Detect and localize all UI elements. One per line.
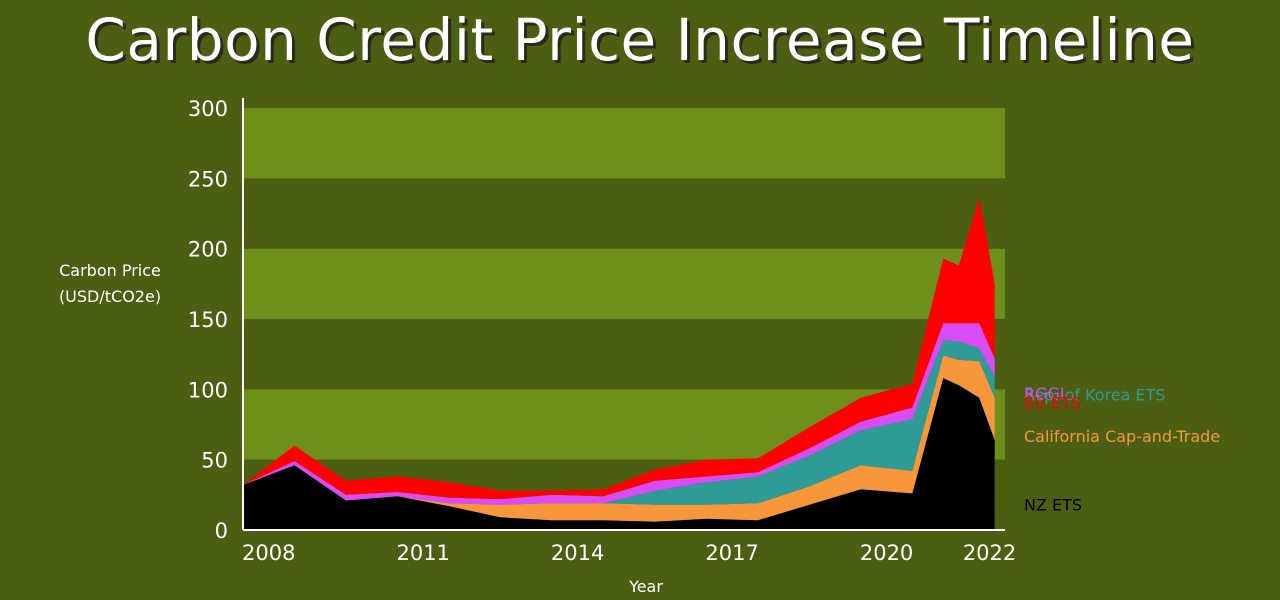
y-tick-label: 200 [188, 238, 228, 262]
y-tick-labels: 0 50 100 150 200 250 300 [188, 97, 228, 543]
area-rep-of-korea-ets [243, 340, 995, 505]
x-axis-label: Year [628, 577, 663, 596]
y-tick-label: 300 [188, 97, 228, 121]
series-label-california-cap-and-trade: California Cap-and-Trade [1024, 427, 1220, 446]
chart-title: Carbon Credit Price Increase Timeline [85, 6, 1195, 74]
y-tick-label: 50 [201, 449, 228, 473]
x-tick-label: 2011 [396, 541, 449, 565]
series-label-rggi: RGGI [1024, 384, 1065, 403]
stacked-areas [243, 198, 995, 530]
x-tick-label: 2017 [705, 541, 758, 565]
x-tick-label: 2014 [551, 541, 604, 565]
y-tick-label: 150 [188, 308, 228, 332]
grid-band [243, 178, 1005, 249]
y-axis-label-line-2: (USD/tCO2e) [59, 287, 161, 306]
y-tick-label: 0 [215, 519, 228, 543]
y-tick-label: 250 [188, 167, 228, 191]
axes [242, 98, 1005, 531]
area-nz-ets [243, 378, 995, 530]
area-eu-ets [243, 198, 995, 500]
series-label-rep-of-korea-ets: Rep. of Korea ETS [1024, 385, 1166, 404]
grid-band [243, 108, 1005, 179]
series-labels: NZ ETS California Cap-and-Trade Rep. of Ko… [1024, 384, 1220, 515]
x-tick-label: 2020 [860, 541, 913, 565]
series-label-nz-ets: NZ ETS [1024, 496, 1082, 515]
y-axis-label-line-1: Carbon Price [59, 261, 161, 280]
grid-band [243, 319, 1005, 390]
x-tick-label: 2008 [242, 541, 295, 565]
grid-band [243, 248, 1005, 319]
y-tick-label: 100 [188, 378, 228, 402]
x-tick-labels: 2008 2011 2014 2017 2020 2022 [242, 541, 1016, 565]
x-tick-label: 2022 [963, 541, 1016, 565]
series-label-eu-ets: EU ETS [1024, 394, 1081, 413]
